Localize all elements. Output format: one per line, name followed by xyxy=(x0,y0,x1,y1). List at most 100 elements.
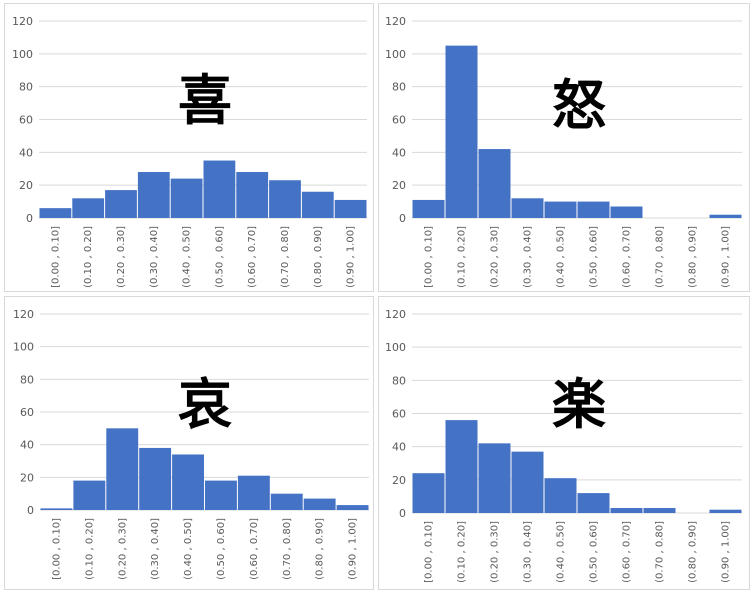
x-category-label: (0.40 , 0.50] xyxy=(183,518,194,580)
y-tick-label: 100 xyxy=(12,48,33,61)
y-tick-label: 20 xyxy=(392,474,406,487)
histogram-bar xyxy=(478,443,511,513)
y-tick-label: 0 xyxy=(27,504,34,517)
x-category-label: (0.30 , 0.40] xyxy=(150,518,161,580)
histogram-bar xyxy=(709,214,742,218)
x-category-label: (0.20 , 0.30] xyxy=(490,521,501,583)
x-category-label: (0.50 , 0.60] xyxy=(216,518,227,580)
histogram-bar xyxy=(137,172,170,218)
y-tick-label: 20 xyxy=(20,471,34,484)
histogram-bar xyxy=(172,454,204,510)
histogram-bar xyxy=(445,45,478,218)
x-category-label: (0.40 , 0.50] xyxy=(556,226,567,288)
histogram-bar xyxy=(511,198,544,218)
histogram-bar xyxy=(237,475,270,510)
histogram-bar xyxy=(577,201,610,218)
x-category-label: (0.30 , 0.40] xyxy=(523,226,534,288)
chart-title: 喜 xyxy=(178,68,232,132)
histogram-bar xyxy=(303,498,336,510)
histogram-bar xyxy=(105,190,137,218)
x-category-label: (0.70 , 0.80] xyxy=(280,226,291,288)
histogram-bar xyxy=(270,493,303,510)
chart-title: 楽 xyxy=(552,372,606,436)
histogram-bar xyxy=(139,447,172,510)
x-category-label: [0.00 , 0.10] xyxy=(51,518,62,580)
x-category-label: (0.30 , 0.40] xyxy=(149,226,160,288)
histogram-bar xyxy=(106,428,139,510)
x-category-label: (0.20 , 0.30] xyxy=(116,226,127,288)
y-tick-label: 80 xyxy=(392,81,406,94)
x-category-label: (0.50 , 0.60] xyxy=(589,521,600,583)
histogram-bar xyxy=(40,508,73,510)
y-tick-label: 120 xyxy=(13,308,34,321)
y-tick-label: 0 xyxy=(399,507,406,520)
x-category-label: (0.50 , 0.60] xyxy=(214,226,225,288)
x-category-label: [0.00 , 0.10] xyxy=(50,226,61,288)
chart-title: 怒 xyxy=(552,73,606,137)
x-category-label: [0.00 , 0.10] xyxy=(424,521,435,583)
y-tick-label: 100 xyxy=(385,341,406,354)
histogram-bar xyxy=(412,199,445,218)
chart-svg-pleasure: 0 20 40 60 80 100 120 [0.00 , 0.10] (0.10 , 0.20… xyxy=(385,308,742,583)
histogram-bar xyxy=(334,199,367,218)
histogram-bar xyxy=(412,473,445,513)
chart-panel-pleasure: 0 20 40 60 80 100 120 [0.00 , 0.10] (0.10 , 0.20… xyxy=(378,296,750,590)
x-category-label: (0.40 , 0.50] xyxy=(182,226,193,288)
y-tick-label: 40 xyxy=(392,441,406,454)
histogram-bar xyxy=(170,178,203,218)
x-category-label: (0.80 , 0.90] xyxy=(688,226,699,288)
y-tick-label: 100 xyxy=(385,48,406,61)
x-category-label: (0.80 , 0.90] xyxy=(688,521,699,583)
histogram-bar xyxy=(336,505,369,510)
histogram-bar xyxy=(203,160,236,218)
histogram-bar xyxy=(577,493,610,513)
chart-panel-anger: 0 20 40 60 80 100 120 [0.00 , 0.10] (0.10 , 0.20… xyxy=(378,3,750,292)
histogram-bar xyxy=(205,480,237,510)
histogram-bar xyxy=(709,509,742,513)
x-category-label: (0.70 , 0.80] xyxy=(655,226,666,288)
histogram-bar xyxy=(610,508,643,513)
chart-svg-sorrow: 0 20 40 60 80 100 120 [0.00 , 0.10] (0.10 , 0.20… xyxy=(13,308,369,580)
chart-panel-sorrow: 0 20 40 60 80 100 120 [0.00 , 0.10] (0.10 , 0.20… xyxy=(4,296,374,590)
x-category-label: (0.60 , 0.70] xyxy=(622,521,633,583)
histogram-bar xyxy=(643,508,676,513)
x-category-label: (0.70 , 0.80] xyxy=(655,521,666,583)
x-category-label: (0.20 , 0.30] xyxy=(117,518,128,580)
x-category-label: (0.10 , 0.20] xyxy=(83,226,94,288)
histogram-bar xyxy=(72,198,105,218)
x-category-label: (0.80 , 0.90] xyxy=(313,226,324,288)
y-tick-label: 40 xyxy=(20,439,34,452)
histogram-bar xyxy=(445,420,478,513)
histogram-bar xyxy=(478,149,511,218)
y-tick-label: 20 xyxy=(392,179,406,192)
y-tick-label: 80 xyxy=(20,373,34,386)
histogram-bar xyxy=(236,172,269,218)
chart-svg-anger: 0 20 40 60 80 100 120 [0.00 , 0.10] (0.10 , 0.20… xyxy=(385,15,742,288)
x-category-label: (0.80 , 0.90] xyxy=(315,518,326,580)
x-category-label: (0.60 , 0.70] xyxy=(247,226,258,288)
y-tick-label: 120 xyxy=(385,15,406,28)
x-category-label: (0.40 , 0.50] xyxy=(556,521,567,583)
histogram-bar xyxy=(73,480,106,510)
chart-svg-joy: 0 20 40 60 80 100 120 [0.00 , 0.10] (0.10 , 0.20… xyxy=(12,15,367,288)
x-category-label: (0.30 , 0.40] xyxy=(523,521,534,583)
x-category-label: (0.50 , 0.60] xyxy=(589,226,600,288)
y-tick-label: 0 xyxy=(26,212,33,225)
chart-title: 哀 xyxy=(178,372,232,436)
y-tick-label: 40 xyxy=(19,146,33,159)
y-tick-label: 80 xyxy=(19,81,33,94)
histogram-bar xyxy=(301,191,334,218)
y-tick-label: 80 xyxy=(392,374,406,387)
x-category-label: (0.90 , 1.00] xyxy=(721,226,732,288)
y-tick-label: 120 xyxy=(385,308,406,321)
histogram-bar xyxy=(544,201,577,218)
x-category-label: (0.90 , 1.00] xyxy=(348,518,359,580)
histogram-bar xyxy=(269,180,301,218)
x-category-label: (0.70 , 0.80] xyxy=(282,518,293,580)
y-tick-label: 20 xyxy=(19,179,33,192)
y-tick-label: 60 xyxy=(392,114,406,127)
y-tick-label: 60 xyxy=(392,408,406,421)
histogram-bar xyxy=(610,206,643,218)
chart-panel-joy: 0 20 40 60 80 100 120 [0.00 , 0.10] (0.10 , 0.20… xyxy=(4,3,374,292)
x-category-label: (0.90 , 1.00] xyxy=(346,226,357,288)
